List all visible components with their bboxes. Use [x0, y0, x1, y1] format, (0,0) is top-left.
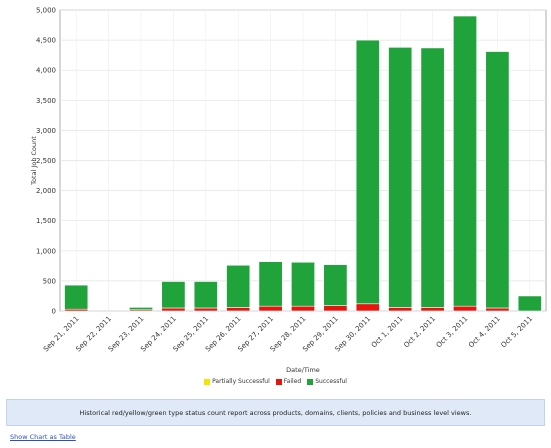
bar-failed: [161, 307, 186, 312]
legend-item: Successful: [307, 378, 347, 385]
legend-item: Failed: [275, 378, 302, 385]
bar-successful: [161, 281, 186, 309]
legend-swatch: [307, 378, 314, 385]
job-count-chart: 0 500 1,000 1,500 2,000 2,500 3,000 3,500 4,000 4…: [30, 7, 547, 374]
y-tick-label: 5,000: [36, 7, 56, 15]
bar-failed: [291, 305, 315, 312]
y-tick-label: 4,500: [36, 37, 56, 45]
y-tick-label: 0: [52, 308, 56, 316]
y-tick-label: 2,000: [36, 187, 56, 195]
bar-successful: [517, 295, 542, 312]
y-tick-label: 2,500: [36, 157, 56, 165]
y-tick-label: 3,000: [36, 127, 56, 135]
description-text: Historical red/yellow/green type status …: [79, 408, 472, 417]
bar-successful: [355, 39, 380, 305]
show-chart-as-table-link[interactable]: Show Chart as Table: [10, 433, 76, 441]
bar-failed: [485, 307, 510, 312]
bar-failed: [388, 307, 413, 312]
legend-swatch: [204, 378, 211, 385]
x-tick-label: Oct 2, 2011: [402, 315, 437, 350]
legend-item: Partially Successful: [204, 378, 270, 385]
bar-successful: [64, 284, 89, 310]
bar-successful: [485, 51, 510, 309]
bar-successful: [258, 261, 283, 307]
bar-failed: [355, 303, 380, 312]
bar-failed: [193, 307, 218, 312]
x-tick-label: Oct 3, 2011: [435, 315, 470, 350]
x-tick-label: Oct 4, 2011: [467, 315, 502, 350]
bar-failed: [226, 307, 251, 312]
y-tick-label: 1,500: [36, 217, 56, 225]
legend-swatch: [275, 378, 282, 385]
bar-successful: [388, 47, 413, 308]
bar-successful: [453, 15, 477, 307]
legend-label: Partially Successful: [212, 378, 270, 385]
bar-failed: [258, 305, 283, 312]
x-axis-title: Date/Time: [286, 366, 320, 374]
bar-successful: [193, 281, 218, 309]
legend-label: Failed: [283, 378, 302, 385]
bar-failed: [323, 305, 348, 312]
y-axis-title: Total Job Count: [30, 136, 38, 186]
bar-failed: [420, 307, 445, 312]
chart-legend: Partially Successful Failed Successful: [0, 378, 551, 385]
x-tick-label: Oct 1, 2011: [370, 315, 405, 350]
y-tick-label: 3,500: [36, 97, 56, 105]
bar-successful: [291, 261, 315, 307]
y-tick-label: 500: [43, 277, 56, 285]
bar-successful: [226, 264, 251, 308]
chart-panel: 0 500 1,000 1,500 2,000 2,500 3,000 3,500 4,000 4…: [30, 7, 547, 374]
x-tick-label: Oct 5, 2011: [500, 315, 535, 350]
y-tick-label: 1,000: [36, 247, 56, 255]
bar-successful: [129, 307, 153, 311]
bar-successful: [323, 264, 348, 306]
y-tick-label: 4,000: [36, 67, 56, 75]
bar-failed: [453, 305, 477, 312]
chart-description: Historical red/yellow/green type status …: [6, 399, 545, 426]
legend-label: Successful: [315, 378, 347, 385]
bar-successful: [420, 47, 445, 308]
